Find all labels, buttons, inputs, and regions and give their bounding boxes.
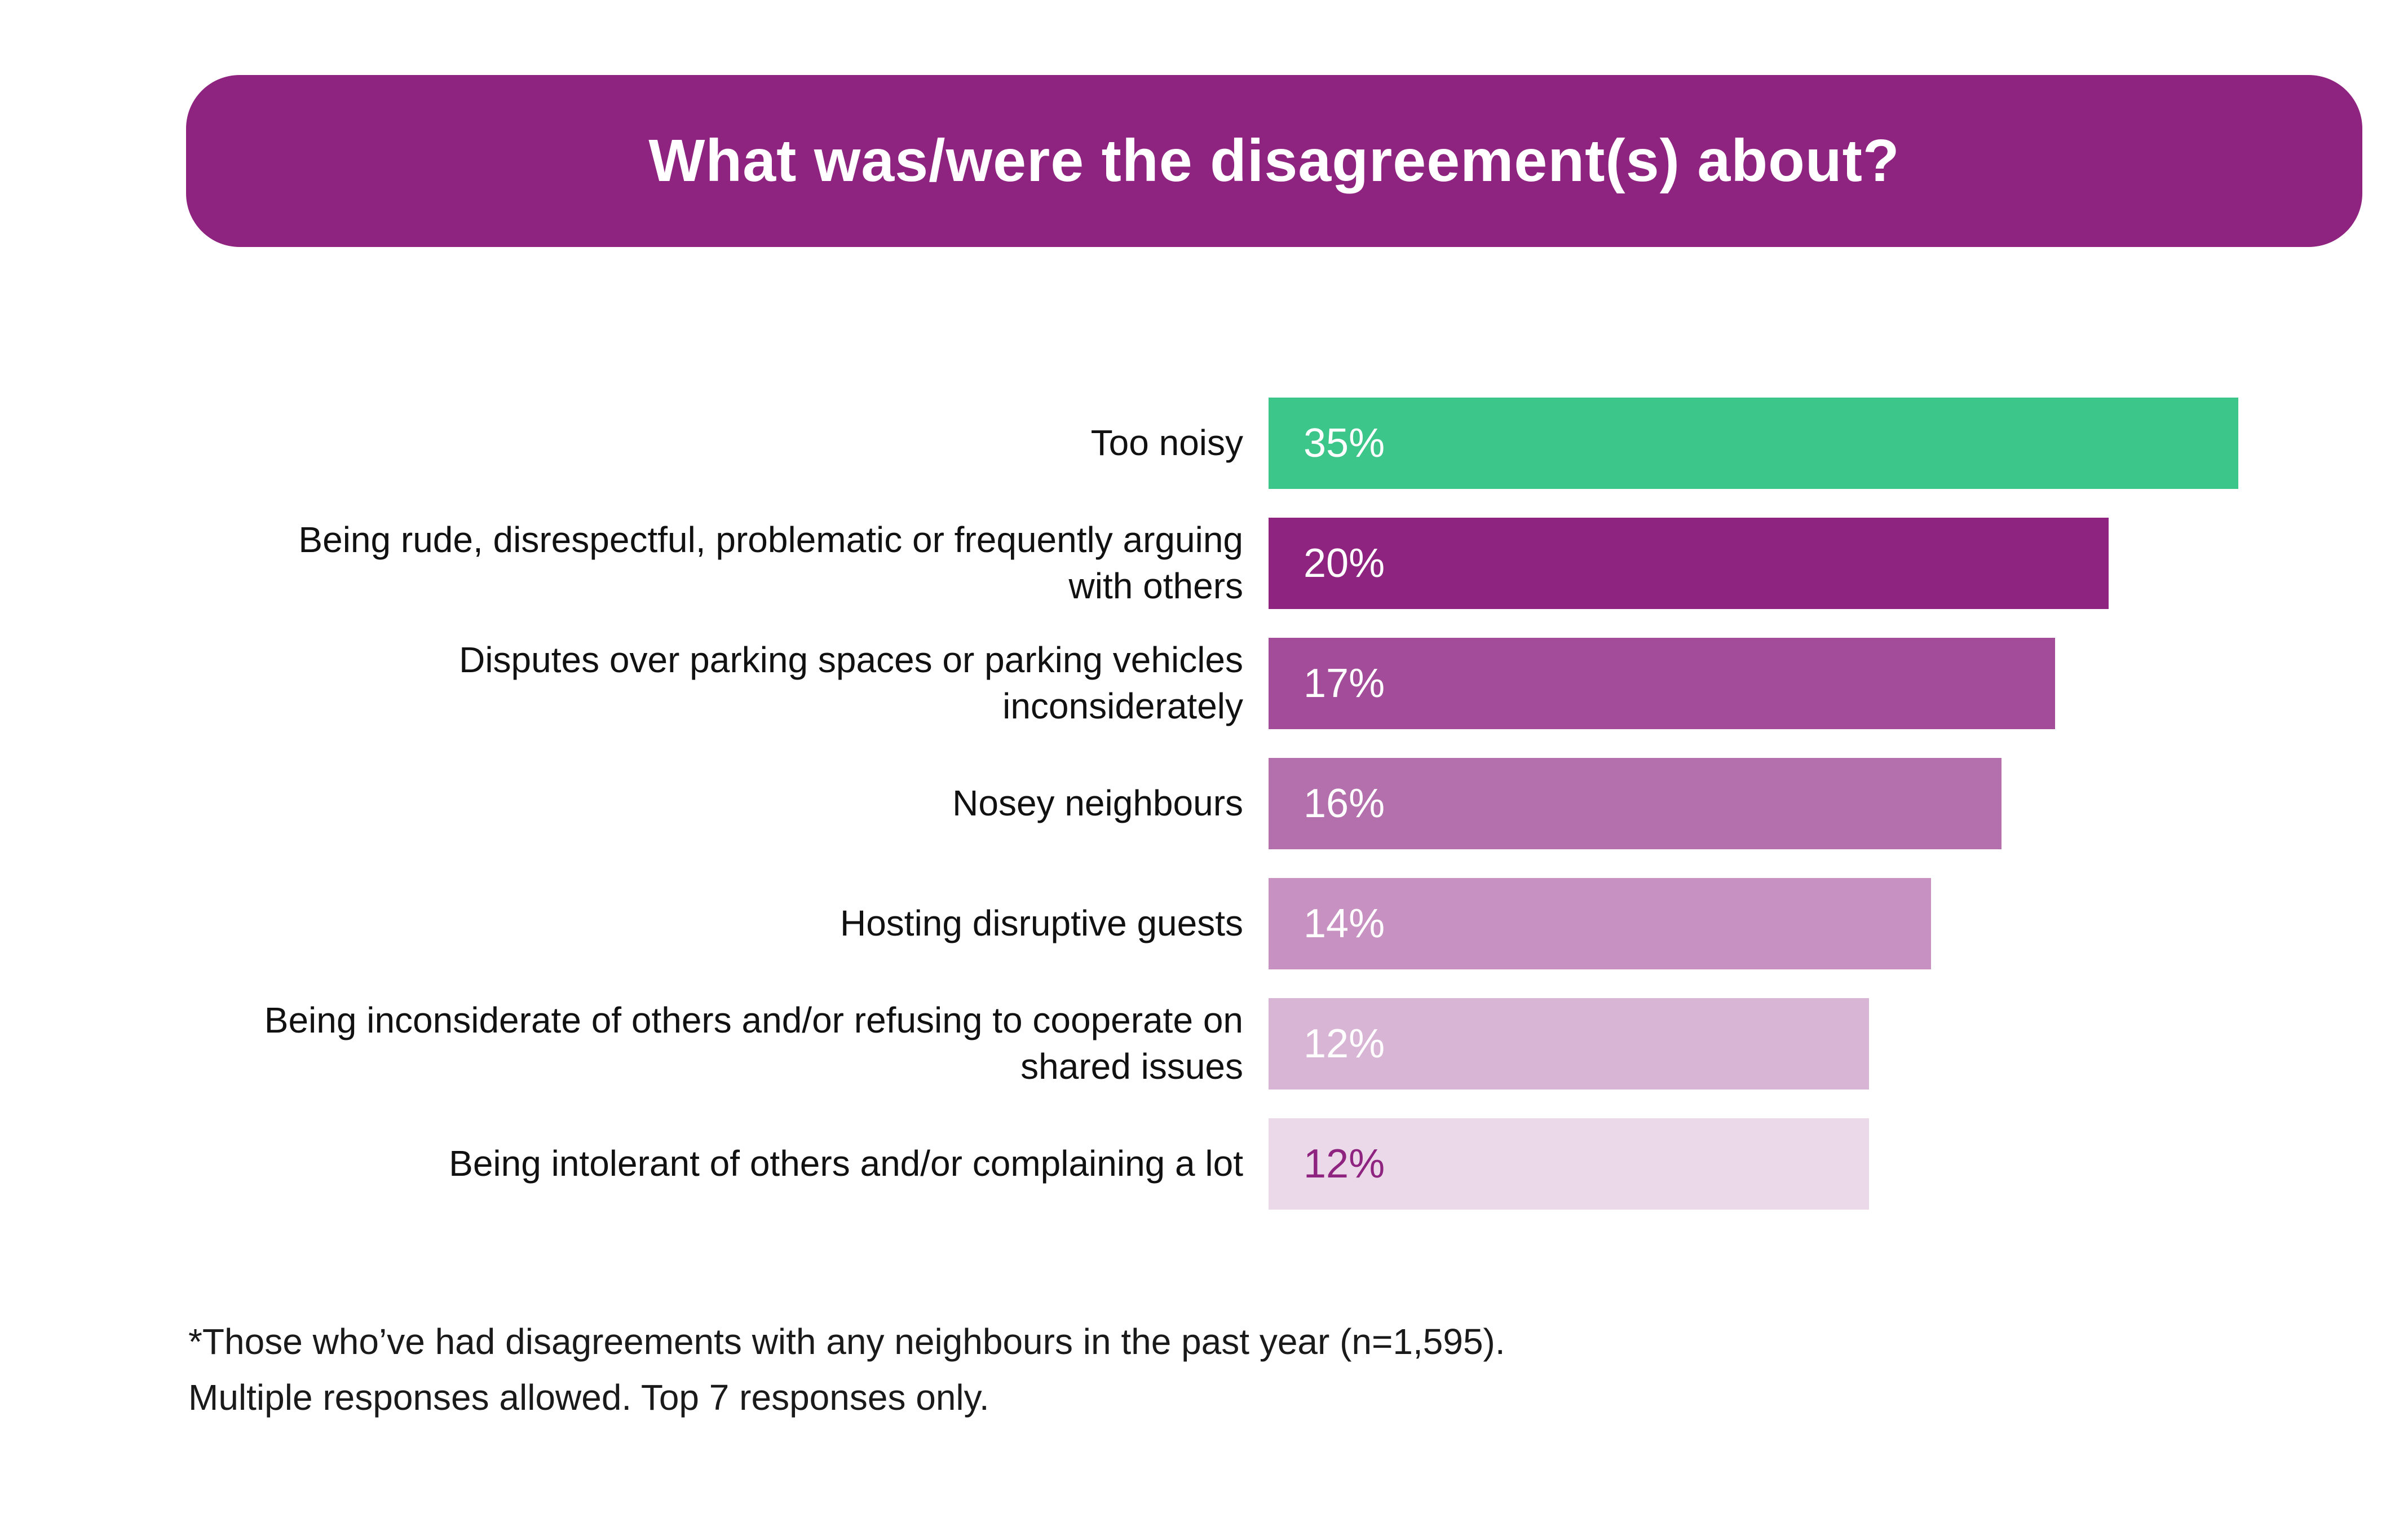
bar: 20% (1269, 518, 2109, 609)
value-label: 35% (1304, 421, 1385, 466)
bar: 16% (1269, 758, 2001, 849)
footnote-line-2: Multiple responses allowed. Top 7 respon… (188, 1377, 989, 1418)
category-label-cell: Being inconsiderate of others and/or ref… (0, 998, 1269, 1090)
bar-chart: Too noisy 35% Being rude, disrespectful,… (0, 398, 2408, 1238)
value-label: 12% (1304, 1021, 1385, 1066)
chart-row: Disputes over parking spaces or parking … (0, 638, 2408, 729)
chart-row: Being intolerant of others and/or compla… (0, 1118, 2408, 1210)
category-label: Nosey neighbours (952, 783, 1243, 824)
value-label: 17% (1304, 661, 1385, 706)
bar: 17% (1269, 638, 2055, 729)
category-label-cell: Being intolerant of others and/or compla… (0, 1118, 1269, 1210)
chart-row: Too noisy 35% (0, 398, 2408, 489)
chart-title: What was/were the disagreement(s) about? (648, 127, 1900, 194)
chart-row: Nosey neighbours 16% (0, 758, 2408, 849)
bar: 12% (1269, 998, 1869, 1090)
category-label: Being inconsiderate of others and/or ref… (264, 1000, 1243, 1087)
value-label: 16% (1304, 781, 1385, 826)
category-label: Being rude, disrespectful, problematic o… (298, 519, 1243, 606)
value-label: 12% (1304, 1141, 1385, 1186)
value-label: 20% (1304, 541, 1385, 586)
category-label: Too noisy (1090, 422, 1243, 464)
category-label: Hosting disruptive guests (840, 903, 1243, 944)
category-label-cell: Being rude, disrespectful, problematic o… (0, 518, 1269, 609)
chart-row: Hosting disruptive guests 14% (0, 878, 2408, 969)
value-label: 14% (1304, 901, 1385, 946)
bar: 35% (1269, 398, 2238, 489)
chart-title-banner: What was/were the disagreement(s) about? (186, 75, 2362, 247)
bar: 14% (1269, 878, 1931, 969)
chart-row: Being rude, disrespectful, problematic o… (0, 518, 2408, 609)
category-label-cell: Hosting disruptive guests (0, 878, 1269, 969)
category-label: Being intolerant of others and/or compla… (449, 1143, 1243, 1184)
footnote: *Those who’ve had disagreements with any… (188, 1314, 1505, 1426)
category-label: Disputes over parking spaces or parking … (459, 639, 1243, 726)
footnote-line-1: *Those who’ve had disagreements with any… (188, 1321, 1505, 1362)
category-label-cell: Nosey neighbours (0, 758, 1269, 849)
category-label-cell: Too noisy (0, 398, 1269, 489)
bar: 12% (1269, 1118, 1869, 1210)
chart-row: Being inconsiderate of others and/or ref… (0, 998, 2408, 1090)
category-label-cell: Disputes over parking spaces or parking … (0, 638, 1269, 729)
